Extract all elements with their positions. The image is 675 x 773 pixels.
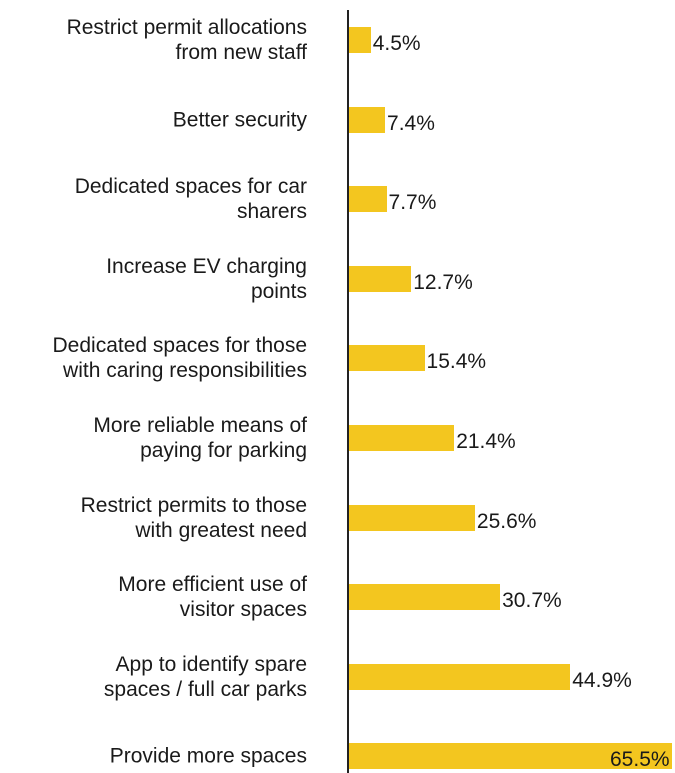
category-label: Provide more spaces [109,744,307,768]
bar [348,27,371,53]
value-label: 15.4% [426,350,487,374]
category-label: Better security [172,108,307,132]
bar [348,186,387,213]
bar [348,663,571,690]
category-label: Dedicated spaces for those with caring r… [52,334,307,383]
bar [348,425,455,451]
category-label: Increase EV charging points [106,254,307,303]
value-label: 65.5% [610,748,670,772]
category-label: Restrict permits to those with greatest … [80,493,307,542]
category-label: More efficient use of visitor spaces [118,573,307,622]
category-label: Restrict permit allocations from new sta… [66,16,307,64]
bar [348,265,412,292]
value-label: 25.6% [476,509,537,533]
category-label: More reliable means of paying for parkin… [93,414,307,462]
value-label: 21.4% [456,430,516,453]
value-label: 44.9% [572,668,632,692]
category-label: Dedicated spaces for car sharers [74,175,307,224]
value-label: 12.7% [413,270,473,294]
value-label: 7.4% [387,111,435,135]
category-label: App to identify spare spaces / full car … [103,652,307,701]
axis-line [347,10,349,773]
value-label: 7.7% [388,191,437,215]
bar [348,345,425,372]
bar [348,106,386,133]
value-label: 4.5% [372,32,421,55]
bar [348,504,475,531]
value-label: 30.7% [502,589,562,613]
bar [348,743,672,770]
bar [348,584,501,611]
